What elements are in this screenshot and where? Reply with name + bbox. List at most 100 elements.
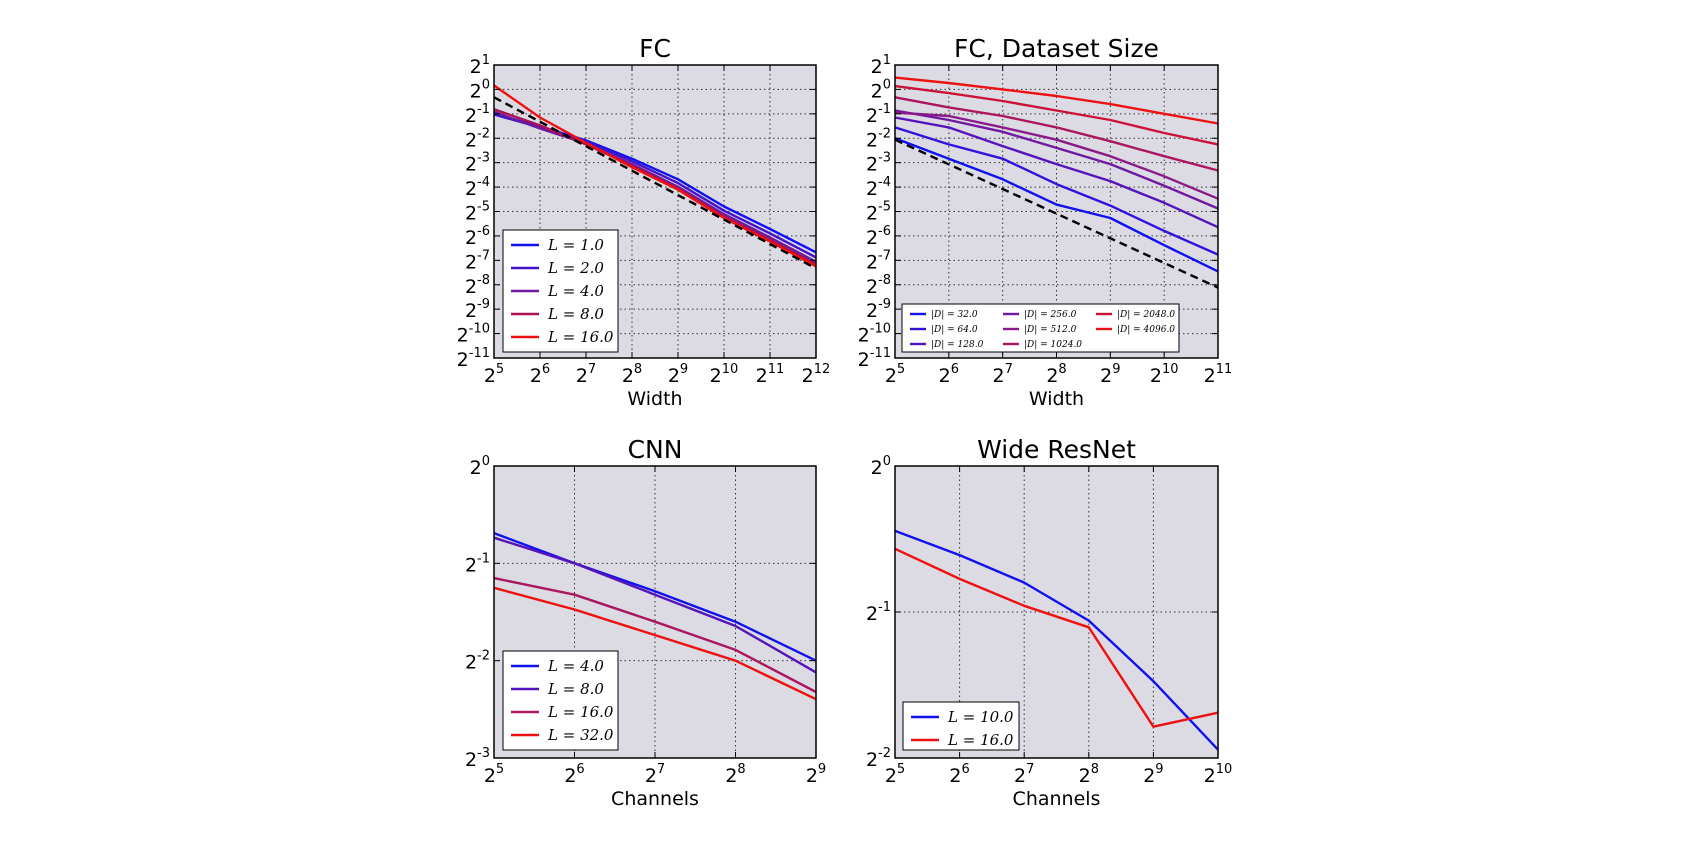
y-tick-label: 2-5	[866, 200, 891, 225]
y-tick-label: 21	[470, 53, 490, 78]
y-tick-label: 2-3	[465, 746, 490, 771]
y-tick-label: 2-9	[866, 297, 891, 322]
x-tick-label: 25	[484, 762, 504, 787]
series-line	[493, 84, 817, 268]
x-tick-label: 26	[939, 362, 959, 387]
legend-label: |D| = 32.0	[931, 310, 978, 320]
y-tick-label: 2-2	[866, 126, 891, 151]
legend-label: L = 10.0	[947, 708, 1014, 726]
legend-label: |D| = 2048.0	[1117, 310, 1175, 320]
y-tick-label: 2-1	[866, 102, 891, 127]
chart-title: FC, Dataset Size	[954, 34, 1159, 63]
x-tick-label: 29	[668, 362, 688, 387]
chart-title: FC	[639, 34, 671, 63]
legend-label: L = 4.0	[547, 282, 604, 300]
x-tick-label: 210	[710, 362, 739, 387]
legend-label: L = 16.0	[547, 703, 614, 721]
x-tick-label: 28	[725, 762, 745, 787]
x-tick-label: 25	[885, 362, 905, 387]
y-tick-label: 2-9	[465, 297, 490, 322]
y-tick-label: 21	[871, 53, 891, 78]
y-tick-label: 2-11	[457, 346, 490, 371]
x-tick-label: 25	[885, 762, 905, 787]
x-tick-label: 27	[1014, 762, 1034, 787]
x-tick-label: 28	[622, 362, 642, 387]
y-tick-label: 2-10	[457, 322, 490, 347]
x-axis-label: Channels	[1013, 788, 1101, 810]
legend-label: L = 16.0	[947, 731, 1014, 749]
y-tick-label: 2-3	[866, 151, 891, 176]
reference-line	[894, 138, 1219, 289]
legend-label: |D| = 512.0	[1024, 325, 1077, 335]
y-tick-label: 2-7	[866, 248, 891, 273]
series-line	[894, 96, 1219, 172]
chart-title: Wide ResNet	[977, 435, 1136, 464]
x-tick-label: 210	[1204, 762, 1233, 787]
y-tick-label: 20	[470, 77, 490, 102]
series-line	[894, 547, 1219, 728]
legend-label: |D| = 256.0	[1024, 310, 1077, 320]
legend-label: L = 8.0	[547, 680, 604, 698]
legend-label: L = 4.0	[547, 657, 604, 675]
chart-title: CNN	[628, 435, 683, 464]
x-tick-label: 28	[1046, 362, 1066, 387]
y-tick-label: 2-1	[465, 551, 490, 576]
series-line	[894, 84, 1219, 146]
y-tick-label: 20	[470, 454, 490, 479]
y-tick-label: 2-6	[465, 224, 490, 249]
legend-box	[502, 650, 619, 751]
legend-label: |D| = 64.0	[931, 325, 978, 335]
x-tick-label: 212	[802, 362, 831, 387]
x-tick-label: 29	[1100, 362, 1120, 387]
series-line	[894, 111, 1219, 200]
y-tick-label: 20	[871, 454, 891, 479]
series-line	[493, 110, 817, 263]
x-tick-label: 211	[756, 362, 785, 387]
series-line	[894, 137, 1219, 273]
y-tick-label: 20	[871, 77, 891, 102]
legend: L = 1.0 L = 2.0 L = 4.0 L = 8.0 L = 16.0	[502, 229, 619, 353]
y-tick-label: 2-11	[858, 346, 891, 371]
x-tick-label: 27	[645, 762, 665, 787]
series-line	[894, 76, 1219, 125]
legend: L = 10.0 L = 16.0	[902, 701, 1020, 751]
legend: |D| = 32.0 |D| = 64.0 |D| = 128.0 |D| = 256…	[901, 303, 1180, 353]
x-axis-label: Channels	[611, 788, 699, 810]
y-tick-label: 2-6	[866, 224, 891, 249]
x-tick-label: 27	[992, 362, 1012, 387]
series-line	[493, 536, 817, 674]
legend-label: L = 1.0	[547, 236, 604, 254]
y-tick-label: 2-2	[866, 746, 891, 771]
y-tick-label: 2-3	[465, 151, 490, 176]
y-tick-label: 2-7	[465, 248, 490, 273]
legend-label: L = 2.0	[547, 259, 604, 277]
series-line	[894, 529, 1219, 751]
x-tick-label: 211	[1204, 362, 1233, 387]
series-line	[493, 108, 817, 266]
x-tick-label: 25	[484, 362, 504, 387]
x-axis-label: Width	[627, 388, 682, 410]
series-line	[894, 126, 1219, 256]
y-tick-label: 2-10	[858, 322, 891, 347]
series-line	[894, 116, 1219, 229]
chart-panel-cnn: 25 26 27 28 29 20 2-1 2-2 2-3 CNN Channels L = 4.0 L…	[465, 435, 826, 810]
y-tick-label: 2-8	[866, 273, 891, 298]
legend-label: |D| = 128.0	[931, 340, 984, 350]
x-tick-label: 29	[806, 762, 826, 787]
x-tick-label: 26	[564, 762, 584, 787]
legend-label: L = 32.0	[547, 726, 614, 744]
x-tick-label: 29	[1143, 762, 1163, 787]
y-tick-label: 2-4	[866, 175, 891, 200]
y-tick-label: 2-2	[465, 649, 490, 674]
chart-panel-fc-dataset-size: 25 26 27 28 29 210 21121202-12-22-32-42-52-62-…	[858, 34, 1233, 410]
series-line	[493, 531, 817, 662]
y-tick-label: 2-5	[465, 200, 490, 225]
legend-box	[902, 701, 1020, 751]
chart-panel-fc: 25 26 27 28 29 210 211 21221202-12-22-32-42-52-…	[457, 34, 831, 410]
legend-label: |D| = 1024.0	[1024, 340, 1082, 350]
y-tick-label: 2-2	[465, 126, 490, 151]
x-tick-label: 26	[949, 762, 969, 787]
x-axis-label: Width	[1029, 388, 1084, 410]
y-tick-label: 2-8	[465, 273, 490, 298]
